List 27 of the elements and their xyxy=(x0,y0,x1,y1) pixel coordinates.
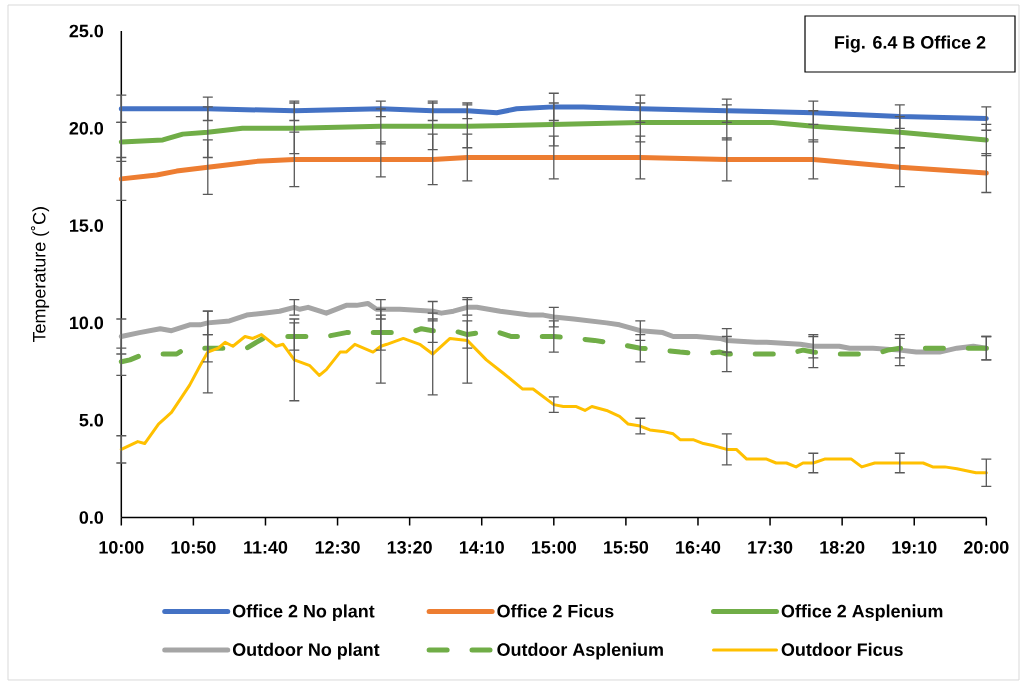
x-tick-label: 11:40 xyxy=(244,541,288,554)
x-tick-label: 15:50 xyxy=(604,541,649,554)
y-axis-title: Temperature (˚C) xyxy=(30,207,50,343)
x-tick-label: 20:00 xyxy=(964,541,1009,554)
legend-label: Outdoor No plant xyxy=(232,642,380,660)
x-tick-label: 10:50 xyxy=(171,541,216,554)
y-tick-label: 25.0 xyxy=(69,24,104,38)
y-tick-label: 10.0 xyxy=(70,316,104,330)
y-tick-label: 0.0 xyxy=(79,511,104,524)
x-tick-label: 14:10 xyxy=(459,541,504,554)
x-tick-label: 18:20 xyxy=(820,541,865,554)
x-tick-label: 19:10 xyxy=(892,541,937,554)
chart-title: Fig. 6.4 B Office 2 xyxy=(835,35,986,53)
x-tick-label: 17:30 xyxy=(748,541,793,554)
x-tick-label: 12:30 xyxy=(315,541,360,554)
x-tick-label: 13:20 xyxy=(387,541,432,554)
legend-label: Office 2 Asplenium xyxy=(781,604,943,622)
y-tick-label: 15.0 xyxy=(70,219,104,232)
legend-label: Outdoor Asplenium xyxy=(497,642,663,660)
y-tick-label: 5.0 xyxy=(79,413,104,427)
x-tick-label: 15:00 xyxy=(532,541,576,554)
legend-label: Office 2 No plant xyxy=(232,604,375,622)
x-tick-label: 10:00 xyxy=(99,541,144,554)
y-tick-label: 20.0 xyxy=(69,121,104,135)
legend-label: Outdoor Ficus xyxy=(781,642,903,657)
x-tick-label: 16:40 xyxy=(676,541,721,554)
legend-label: Office 2 Ficus xyxy=(497,604,614,618)
